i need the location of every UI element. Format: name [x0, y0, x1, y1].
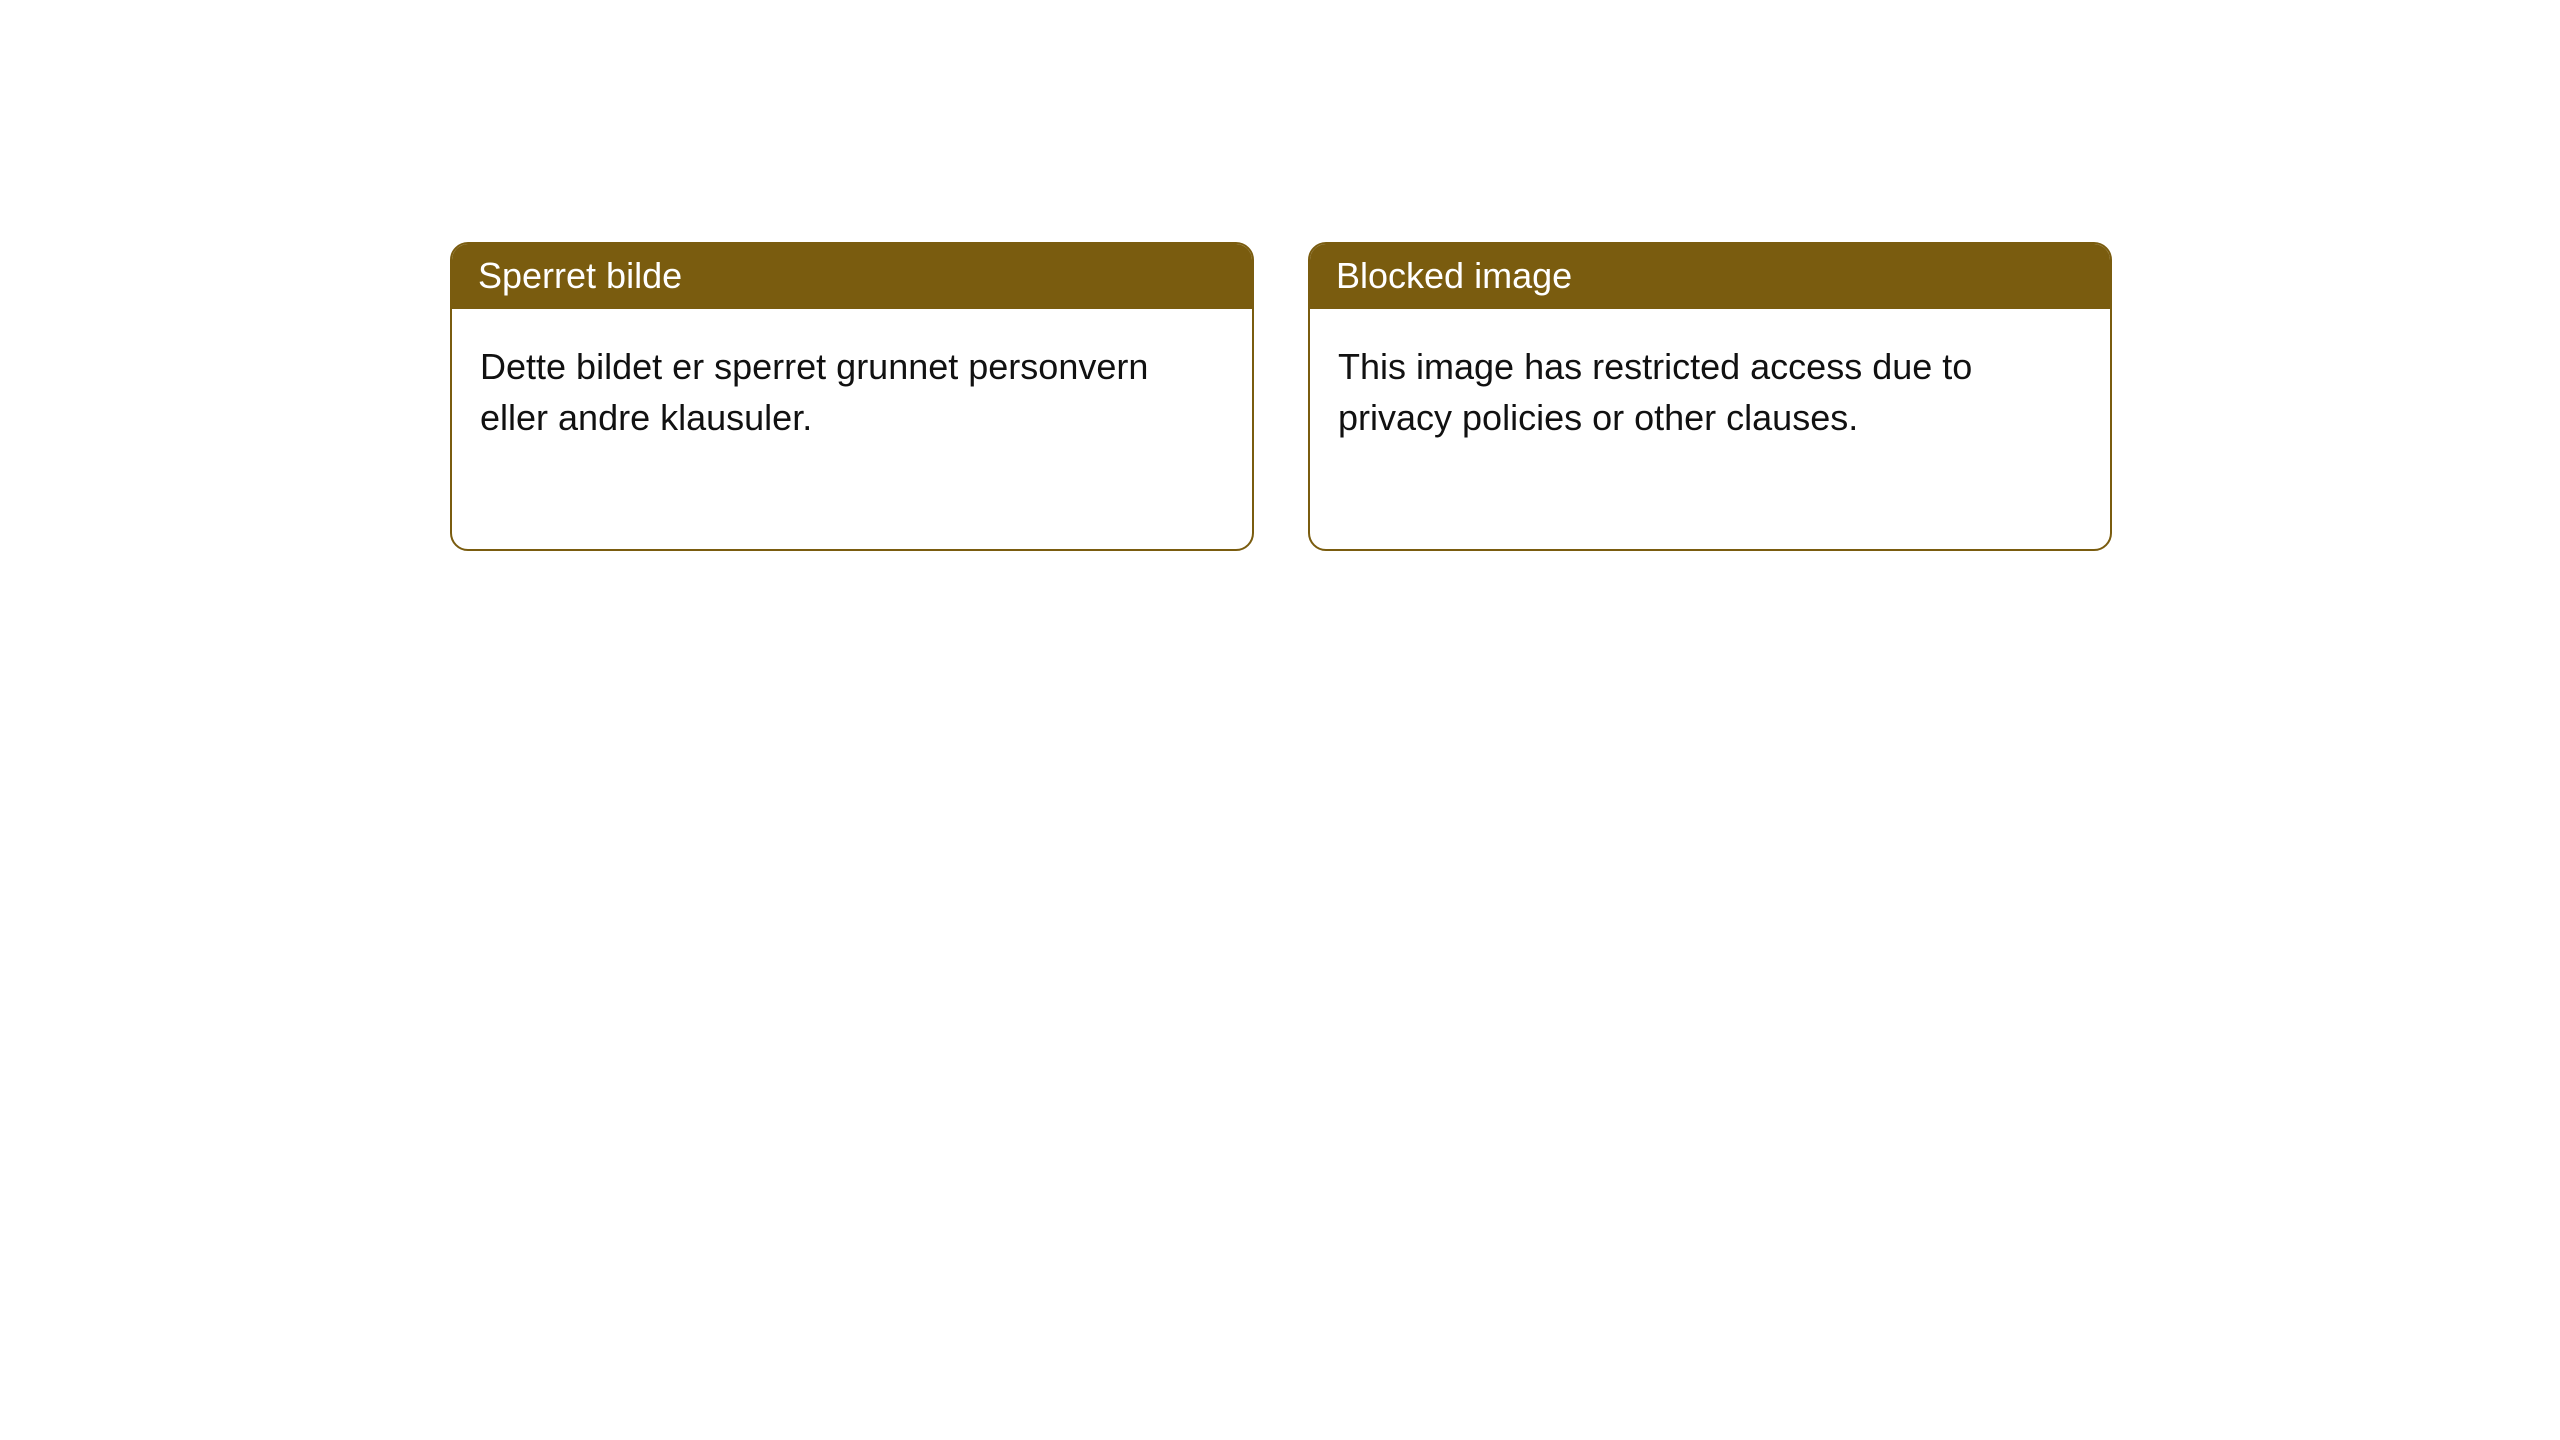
notice-title-en: Blocked image: [1310, 244, 2110, 309]
notice-title-no: Sperret bilde: [452, 244, 1252, 309]
notice-card-no: Sperret bilde Dette bildet er sperret gr…: [450, 242, 1254, 551]
notice-body-no: Dette bildet er sperret grunnet personve…: [452, 309, 1252, 549]
notice-card-en: Blocked image This image has restricted …: [1308, 242, 2112, 551]
notice-container: Sperret bilde Dette bildet er sperret gr…: [0, 0, 2560, 551]
notice-body-en: This image has restricted access due to …: [1310, 309, 2110, 549]
